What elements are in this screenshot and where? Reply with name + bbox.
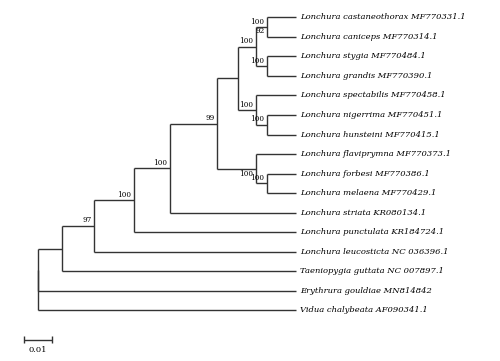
Text: 100: 100 (240, 37, 254, 45)
Text: 99: 99 (206, 114, 214, 122)
Text: 100: 100 (250, 18, 264, 26)
Text: 100: 100 (154, 158, 168, 166)
Text: 100: 100 (250, 57, 264, 65)
Text: 100: 100 (240, 170, 254, 178)
Text: Lonchura striata KR080134.1: Lonchura striata KR080134.1 (300, 209, 426, 217)
Text: 97: 97 (82, 217, 92, 225)
Text: Lonchura flaviprymna MF770373.1: Lonchura flaviprymna MF770373.1 (300, 150, 451, 158)
Text: Vidua chalybeata AF090341.1: Vidua chalybeata AF090341.1 (300, 306, 428, 314)
Text: Lonchura forbesi MF770386.1: Lonchura forbesi MF770386.1 (300, 170, 430, 178)
Text: Lonchura castaneothorax MF770331.1: Lonchura castaneothorax MF770331.1 (300, 13, 466, 21)
Text: Lonchura melaena MF770429.1: Lonchura melaena MF770429.1 (300, 189, 436, 197)
Text: Lonchura stygia MF770484.1: Lonchura stygia MF770484.1 (300, 52, 426, 60)
Text: 92: 92 (255, 27, 264, 35)
Text: Erythrura gouldiae MN814842: Erythrura gouldiae MN814842 (300, 287, 432, 295)
Text: Lonchura leucosticta NC 036396.1: Lonchura leucosticta NC 036396.1 (300, 248, 448, 256)
Text: 100: 100 (118, 191, 132, 199)
Text: 100: 100 (250, 174, 264, 182)
Text: 0.01: 0.01 (29, 346, 48, 354)
Text: 100: 100 (250, 115, 264, 123)
Text: Taeniopygia guttata NC 007897.1: Taeniopygia guttata NC 007897.1 (300, 268, 444, 275)
Text: Lonchura punctulata KR184724.1: Lonchura punctulata KR184724.1 (300, 228, 444, 236)
Text: Lonchura nigerrima MF770451.1: Lonchura nigerrima MF770451.1 (300, 111, 442, 119)
Text: Lonchura hunsteini MF770415.1: Lonchura hunsteini MF770415.1 (300, 131, 440, 139)
Text: Lonchura grandis MF770390.1: Lonchura grandis MF770390.1 (300, 72, 432, 80)
Text: 100: 100 (240, 101, 254, 109)
Text: Lonchura spectabilis MF770458.1: Lonchura spectabilis MF770458.1 (300, 91, 446, 100)
Text: Lonchura caniceps MF770314.1: Lonchura caniceps MF770314.1 (300, 33, 438, 41)
